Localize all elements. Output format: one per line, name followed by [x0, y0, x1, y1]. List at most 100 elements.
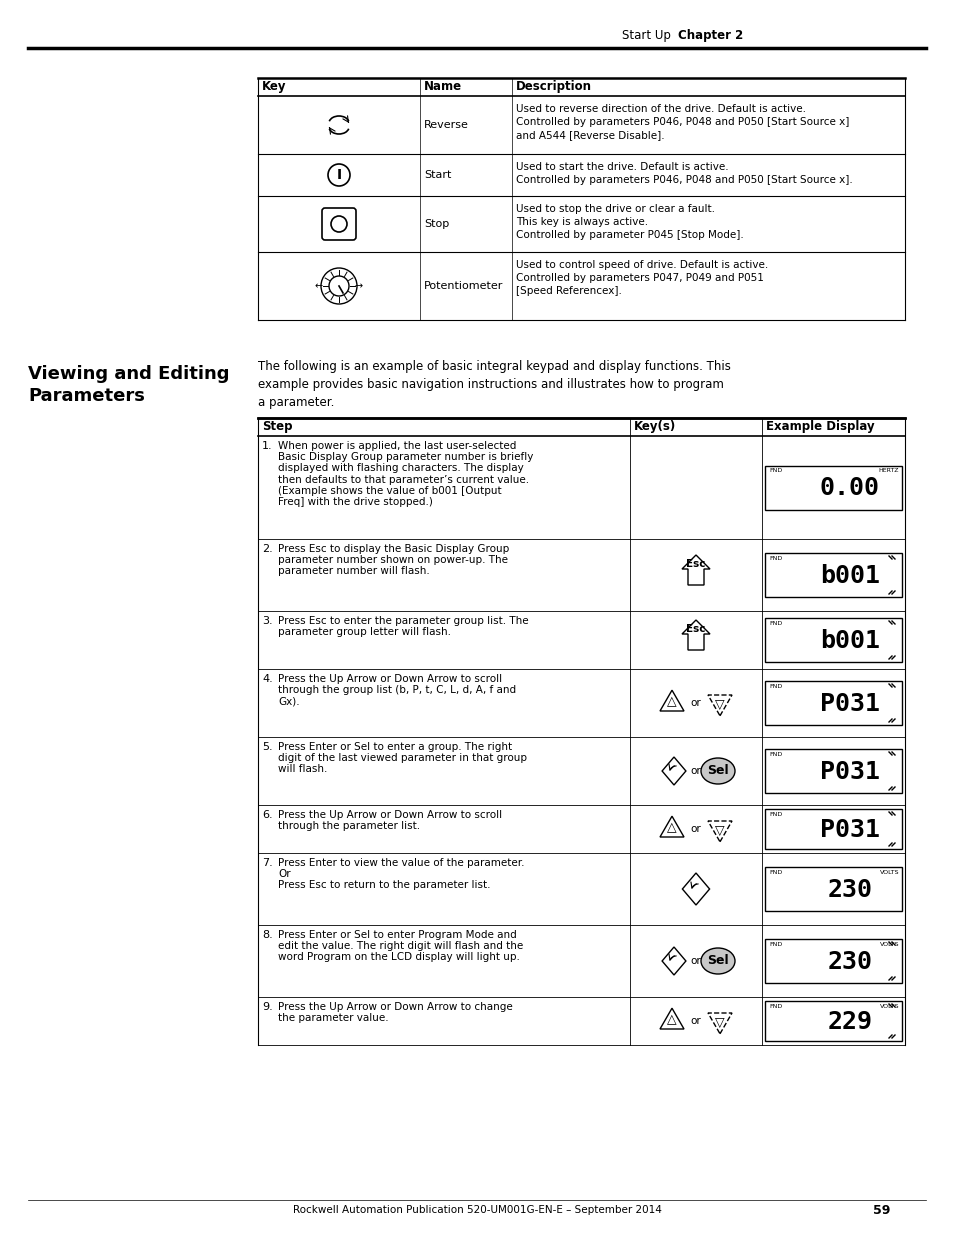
Text: or: or	[690, 824, 700, 834]
Text: 1.: 1.	[262, 441, 273, 451]
Text: example provides basic navigation instructions and illustrates how to program: example provides basic navigation instru…	[257, 378, 723, 391]
Text: △: △	[666, 1013, 676, 1026]
Text: a parameter.: a parameter.	[257, 396, 334, 409]
Text: Description: Description	[516, 80, 592, 93]
Text: edit the value. The right digit will flash and the: edit the value. The right digit will fla…	[277, 941, 522, 951]
Text: Or: Or	[277, 869, 291, 879]
Text: 2.: 2.	[262, 543, 273, 555]
Text: displayed with flashing characters. The display: displayed with flashing characters. The …	[277, 463, 523, 473]
Bar	[764, 1002, 901, 1041]
Text: 5.: 5.	[262, 742, 273, 752]
Text: or: or	[690, 766, 700, 776]
Text: Freq] with the drive stopped.): Freq] with the drive stopped.)	[277, 496, 433, 508]
Text: VOLTS: VOLTS	[879, 942, 898, 947]
Bar	[764, 809, 901, 848]
Text: FND: FND	[768, 869, 781, 876]
Text: (Example shows the value of b001 [Output: (Example shows the value of b001 [Output	[277, 485, 501, 495]
Text: FND: FND	[768, 752, 781, 757]
Text: Step: Step	[262, 420, 293, 433]
Bar	[764, 618, 901, 662]
Text: word Program on the LCD display will light up.: word Program on the LCD display will lig…	[277, 952, 519, 962]
Text: then defaults to that parameter’s current value.: then defaults to that parameter’s curren…	[277, 474, 529, 484]
Text: I: I	[336, 168, 341, 182]
Text: Gx).: Gx).	[277, 697, 299, 706]
Text: Press Enter to view the value of the parameter.: Press Enter to view the value of the par…	[277, 858, 524, 868]
Text: Press Esc to enter the parameter group list. The: Press Esc to enter the parameter group l…	[277, 616, 528, 626]
Text: FND: FND	[768, 942, 781, 947]
Text: Potentiometer: Potentiometer	[423, 282, 503, 291]
Bar	[764, 748, 901, 793]
Text: parameter group letter will flash.: parameter group letter will flash.	[277, 627, 451, 637]
Bar	[764, 466, 901, 510]
Text: VOLTS: VOLTS	[879, 869, 898, 876]
Text: Key: Key	[262, 80, 286, 93]
Text: Reverse: Reverse	[423, 120, 468, 130]
Text: Used to stop the drive or clear a fault.: Used to stop the drive or clear a fault.	[516, 204, 714, 214]
Text: HERTZ: HERTZ	[878, 468, 898, 473]
Text: Press the Up Arrow or Down Arrow to scroll: Press the Up Arrow or Down Arrow to scro…	[277, 674, 501, 684]
Text: parameter number shown on power-up. The: parameter number shown on power-up. The	[277, 556, 507, 566]
Text: Example Display: Example Display	[765, 420, 874, 433]
Text: Press Esc to display the Basic Display Group: Press Esc to display the Basic Display G…	[277, 543, 509, 555]
Text: 4.: 4.	[262, 674, 273, 684]
Text: Controlled by parameters P046, P048 and P050 [Start Source x]: Controlled by parameters P046, P048 and …	[516, 117, 848, 127]
Text: 9.: 9.	[262, 1002, 273, 1011]
Text: ▽: ▽	[715, 824, 724, 837]
Text: FND: FND	[768, 621, 781, 626]
Text: digit of the last viewed parameter in that group: digit of the last viewed parameter in th…	[277, 753, 526, 763]
Text: P031: P031	[819, 692, 879, 716]
Text: Name: Name	[423, 80, 461, 93]
Text: Key(s): Key(s)	[634, 420, 676, 433]
Text: FND: FND	[768, 684, 781, 689]
Text: This key is always active.: This key is always active.	[516, 217, 647, 227]
Text: Viewing and Editing: Viewing and Editing	[28, 366, 230, 383]
Text: ←: ←	[314, 282, 323, 291]
Text: P031: P031	[819, 818, 879, 842]
Text: through the group list (b, P, t, C, L, d, A, f and: through the group list (b, P, t, C, L, d…	[277, 685, 516, 695]
Text: Press the Up Arrow or Down Arrow to scroll: Press the Up Arrow or Down Arrow to scro…	[277, 810, 501, 820]
Text: 7.: 7.	[262, 858, 273, 868]
Bar	[764, 680, 901, 725]
Bar	[764, 553, 901, 597]
Text: P031: P031	[819, 760, 879, 784]
Text: or: or	[690, 698, 700, 708]
Bar	[764, 939, 901, 983]
Text: Basic Display Group parameter number is briefly: Basic Display Group parameter number is …	[277, 452, 533, 462]
Text: Press Enter or Sel to enter a group. The right: Press Enter or Sel to enter a group. The…	[277, 742, 512, 752]
Text: Sel: Sel	[706, 764, 728, 778]
Text: Parameters: Parameters	[28, 387, 145, 405]
Text: 230: 230	[826, 950, 872, 974]
Text: or: or	[690, 1016, 700, 1026]
Text: Controlled by parameter P045 [Stop Mode].: Controlled by parameter P045 [Stop Mode]…	[516, 230, 743, 240]
Text: will flash.: will flash.	[277, 764, 327, 774]
Text: 3.: 3.	[262, 616, 273, 626]
Text: or: or	[690, 956, 700, 966]
Bar	[764, 867, 901, 911]
Text: Used to reverse direction of the drive. Default is active.: Used to reverse direction of the drive. …	[516, 104, 805, 114]
Text: Start Up: Start Up	[621, 28, 670, 42]
Text: FND: FND	[768, 468, 781, 473]
Text: FND: FND	[768, 811, 781, 818]
Text: 8.: 8.	[262, 930, 273, 940]
Text: 229: 229	[826, 1010, 872, 1034]
Text: FND: FND	[768, 1004, 781, 1009]
Text: △: △	[666, 695, 676, 708]
Text: Press Enter or Sel to enter Program Mode and: Press Enter or Sel to enter Program Mode…	[277, 930, 517, 940]
Text: △: △	[666, 821, 676, 834]
Text: [Speed Referencex].: [Speed Referencex].	[516, 287, 621, 296]
Text: through the parameter list.: through the parameter list.	[277, 821, 419, 831]
Text: Controlled by parameters P047, P049 and P051: Controlled by parameters P047, P049 and …	[516, 273, 763, 283]
Text: b001: b001	[819, 564, 879, 588]
Text: When power is applied, the last user-selected: When power is applied, the last user-sel…	[277, 441, 516, 451]
Text: Stop: Stop	[423, 219, 449, 228]
Text: Esc: Esc	[685, 624, 705, 634]
Text: ▽: ▽	[715, 698, 724, 711]
Text: 230: 230	[826, 878, 872, 902]
Text: 0.00: 0.00	[819, 477, 879, 500]
Text: →: →	[355, 282, 363, 291]
Text: VOLTS: VOLTS	[879, 1004, 898, 1009]
Text: Controlled by parameters P046, P048 and P050 [Start Source x].: Controlled by parameters P046, P048 and …	[516, 175, 852, 185]
Text: Used to control speed of drive. Default is active.: Used to control speed of drive. Default …	[516, 261, 767, 270]
Text: ▽: ▽	[715, 1016, 724, 1029]
Text: Start: Start	[423, 170, 451, 180]
